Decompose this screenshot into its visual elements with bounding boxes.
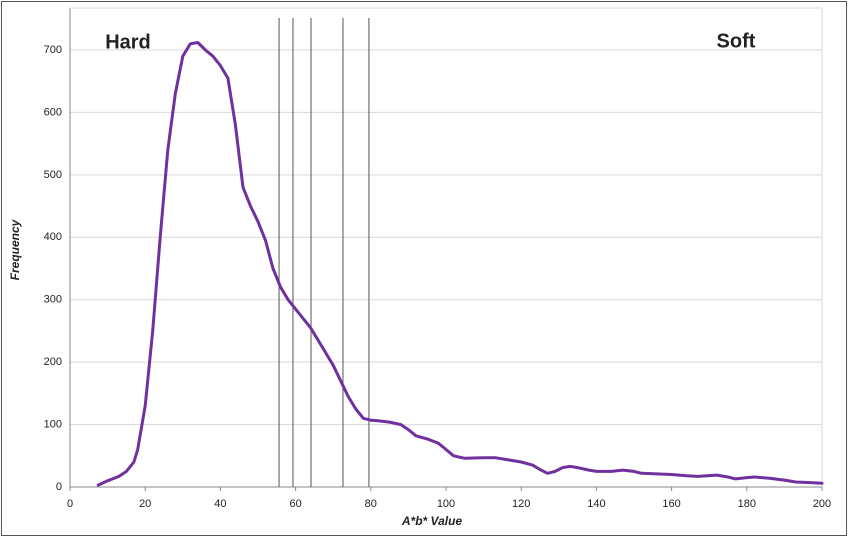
x-tick-label: 100: [437, 498, 455, 510]
y-tick-label: 600: [44, 106, 62, 118]
y-tick-label: 700: [44, 44, 62, 56]
y-tick-label: 200: [44, 356, 62, 368]
x-tick-label: 80: [365, 498, 377, 510]
y-axis-label: Frequency: [8, 218, 22, 280]
y-tick-label: 400: [44, 231, 62, 243]
x-tick-label: 40: [214, 498, 226, 510]
x-tick-label: 120: [512, 498, 530, 510]
x-tick-label: 180: [738, 498, 756, 510]
data-line: [96, 41, 824, 487]
x-tick-label: 0: [67, 498, 73, 510]
x-tick-label: 140: [587, 498, 605, 510]
annotation: Soft: [717, 30, 756, 52]
x-tick-label: 200: [813, 498, 831, 510]
y-tick-label: 500: [44, 169, 62, 181]
x-axis-label: A*b* Value: [401, 514, 463, 528]
y-tick-label: 100: [44, 418, 62, 430]
annotation: Hard: [105, 31, 151, 53]
x-tick-label: 160: [662, 498, 680, 510]
x-tick-label: 20: [139, 498, 151, 510]
y-tick-label: 300: [44, 294, 62, 306]
y-tick-label: 0: [56, 481, 62, 493]
x-tick-label: 60: [289, 498, 301, 510]
